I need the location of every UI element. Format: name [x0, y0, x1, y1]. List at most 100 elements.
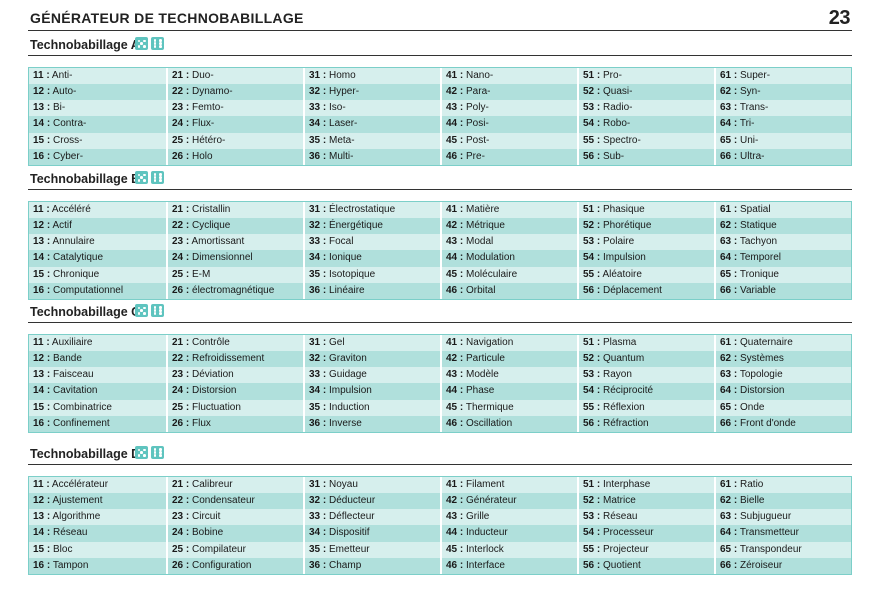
table-cell: 11 : Accéléré — [29, 202, 166, 219]
roll-result: Sub- — [603, 150, 625, 162]
table-cell: 24 : Bobine — [166, 525, 303, 542]
section-header: Technobabillage B — [28, 169, 852, 190]
roll-number: 63 : — [720, 236, 738, 248]
roll-result: Ratio — [740, 479, 764, 490]
table-cell: 24 : Dimensionnel — [166, 250, 303, 267]
table-cell: 55 : Aléatoire — [577, 266, 714, 283]
roll-number: 54 : — [583, 252, 601, 264]
table-cell: 56 : Réfraction — [577, 415, 714, 432]
roll-number: 62 : — [720, 220, 738, 232]
roll-number: 22 : — [172, 86, 190, 98]
roll-number: 63 : — [720, 102, 738, 114]
section-title: Technobabillage C — [30, 305, 141, 319]
roll-result: Dynamo- — [192, 86, 233, 98]
table-cell: 53 : Rayon — [577, 367, 714, 384]
roll-number: 36 : — [309, 150, 327, 162]
roll-number: 25 : — [172, 268, 190, 280]
roll-result: Inducteur — [466, 527, 508, 539]
roll-result: Navigation — [466, 337, 514, 348]
table-cell: 16 : Cyber- — [29, 148, 166, 165]
roll-result: Cristallin — [192, 204, 231, 215]
table-cell: 13 : Algorithme — [29, 509, 166, 526]
table-cell: 43 : Modal — [440, 234, 577, 251]
roll-result: Front d'onde — [740, 417, 796, 429]
roll-table: 11 : Anti- 21 : Duo- 31 : Homo 41 : Nano- 51… — [28, 67, 852, 166]
table-cell: 33 : Guidage — [303, 367, 440, 384]
table-cell: 62 : Bielle — [714, 493, 851, 510]
table-cell: 33 : Déflecteur — [303, 509, 440, 526]
table-cell: 12 : Ajustement — [29, 493, 166, 510]
table-cell: 31 : Électrostatique — [303, 202, 440, 219]
roll-result: Phorétique — [603, 220, 652, 232]
table-cell: 56 : Quotient — [577, 557, 714, 574]
roll-result: Isotopique — [329, 268, 376, 280]
roll-result: Para- — [466, 86, 491, 98]
roll-number: 35 : — [309, 268, 327, 280]
roll-number: 24 : — [172, 527, 190, 539]
table-cell: 12 : Auto- — [29, 84, 166, 101]
roll-number: 11 : — [33, 70, 50, 81]
table-cell: 32 : Graviton — [303, 351, 440, 368]
roll-result: Processeur — [603, 527, 654, 539]
roll-number: 61 : — [720, 479, 738, 490]
table-cell: 45 : Thermique — [440, 399, 577, 416]
roll-result: Auto- — [52, 86, 77, 98]
table-cell: 15 : Cross- — [29, 132, 166, 149]
roll-result: Tri- — [739, 118, 755, 130]
table-cell: 22 : Refroidissement — [166, 351, 303, 368]
roll-number: 45 : — [446, 134, 464, 146]
table-cell: 53 : Réseau — [577, 509, 714, 526]
roll-result: Posi- — [466, 118, 489, 130]
roll-result: Onde — [740, 401, 765, 413]
table-cell: 36 : Champ — [303, 557, 440, 574]
roll-number: 11 : — [33, 204, 50, 215]
roll-result: Réseau — [603, 511, 638, 523]
roll-result: Nano- — [466, 70, 494, 81]
roll-result: Radio- — [603, 102, 633, 114]
table-cell: 15 : Bloc — [29, 541, 166, 558]
roll-number: 15 : — [33, 134, 51, 146]
roll-result: Déplacement — [603, 284, 662, 296]
roll-result: Électrostatique — [329, 204, 396, 215]
roll-result: Aléatoire — [602, 268, 642, 280]
roll-number: 14 : — [33, 527, 51, 539]
roll-result: Computationnel — [53, 284, 124, 296]
roll-result: Bande — [53, 353, 82, 365]
table-cell: 26 : électromagnétique — [166, 282, 303, 299]
roll-number: 13 : — [33, 102, 51, 114]
roll-number: 22 : — [172, 495, 190, 507]
roll-result: Interlock — [466, 543, 504, 555]
roll-number: 64 : — [720, 252, 738, 264]
roll-number: 53 : — [583, 236, 601, 248]
roll-result: Algorithme — [52, 511, 101, 523]
die-icon — [151, 304, 164, 317]
roll-result: Bi- — [53, 102, 66, 114]
table-cell: 16 : Tampon — [29, 557, 166, 574]
table-cell: 41 : Matière — [440, 202, 577, 219]
roll-result: Chronique — [53, 268, 100, 280]
table-cell: 34 : Dispositif — [303, 525, 440, 542]
table-cell: 44 : Modulation — [440, 250, 577, 267]
roll-number: 21 : — [172, 337, 190, 348]
table-cell: 64 : Transmetteur — [714, 525, 851, 542]
table-cell: 51 : Phasique — [577, 202, 714, 219]
roll-result: Grille — [466, 511, 490, 523]
roll-number: 12 : — [33, 220, 51, 232]
page-number: 23 — [828, 7, 851, 29]
roll-result: Matrice — [603, 495, 636, 507]
die-icon — [151, 171, 164, 184]
roll-number: 13 : — [33, 511, 51, 523]
roll-number: 43 : — [446, 236, 464, 248]
roll-result: Quasi- — [603, 86, 633, 98]
roll-result: Catalytique — [53, 252, 104, 264]
table-cell: 36 : Multi- — [303, 148, 440, 165]
roll-result: Robo- — [603, 118, 631, 130]
roll-result: Impulsion — [603, 252, 646, 264]
roll-number: 31 : — [309, 337, 327, 348]
roll-result: Spatial — [740, 204, 771, 215]
roll-number: 12 : — [33, 86, 51, 98]
roll-number: 56 : — [583, 150, 601, 162]
table-cell: 54 : Réciprocité — [577, 383, 714, 400]
roll-number: 42 : — [446, 353, 464, 365]
die-icon — [151, 37, 164, 50]
